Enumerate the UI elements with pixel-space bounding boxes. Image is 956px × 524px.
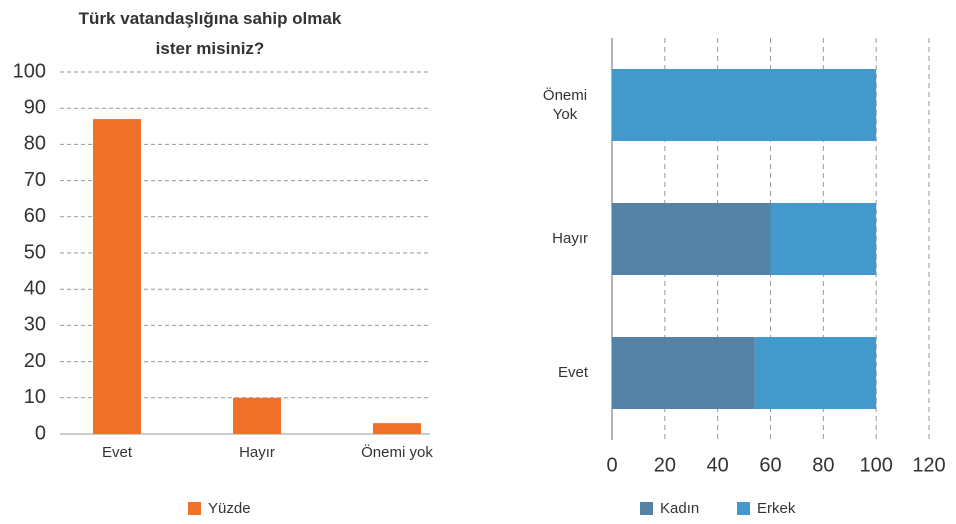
bar-segment xyxy=(770,203,877,275)
x-tick-label: 60 xyxy=(759,454,781,476)
y-tick-label: 80 xyxy=(24,133,46,155)
bar xyxy=(373,423,421,434)
legend-label: Erkek xyxy=(757,500,796,517)
x-tick-label: Önemi yok xyxy=(361,443,433,461)
y-tick-label: 20 xyxy=(24,350,46,372)
y-tick-label: 10 xyxy=(24,386,46,408)
legend-label: Yüzde xyxy=(208,500,251,517)
y-tick-label: 70 xyxy=(24,169,46,191)
y-tick-label: 90 xyxy=(24,96,46,118)
y-tick-label: 50 xyxy=(24,241,46,263)
legend-swatch xyxy=(737,502,750,515)
y-tick-label: 0 xyxy=(35,422,46,444)
y-tick-label: 60 xyxy=(24,205,46,227)
y-tick-label: Hayır xyxy=(552,230,588,247)
bar xyxy=(93,119,141,434)
chart-title: Türk vatandaşlığına sahip olmak ister mi… xyxy=(78,9,342,58)
y-tick-label: 30 xyxy=(24,314,46,336)
x-tick-label: 80 xyxy=(812,454,834,476)
x-tick-label: 40 xyxy=(707,454,729,476)
legend-label: Kadın xyxy=(660,500,699,517)
x-tick-label: 20 xyxy=(654,454,676,476)
x-tick-label: Evet xyxy=(102,444,133,461)
y-tick-label: Evet xyxy=(558,364,589,381)
y-tick-label: Önemi Yok xyxy=(542,87,588,123)
x-tick-label: 120 xyxy=(912,454,945,476)
legend-swatch xyxy=(640,502,653,515)
x-tick-label: Hayır xyxy=(239,444,275,461)
y-tick-label: 40 xyxy=(24,277,46,299)
y-tick-label: 100 xyxy=(13,60,46,82)
bar-segment xyxy=(612,337,755,409)
x-tick-label: 0 xyxy=(606,454,617,476)
legend-swatch xyxy=(188,502,201,515)
bar xyxy=(233,397,281,434)
x-tick-label: 100 xyxy=(859,454,892,476)
bar-segment xyxy=(754,337,877,409)
bar-segment xyxy=(612,203,771,275)
bar-segment xyxy=(612,69,877,141)
